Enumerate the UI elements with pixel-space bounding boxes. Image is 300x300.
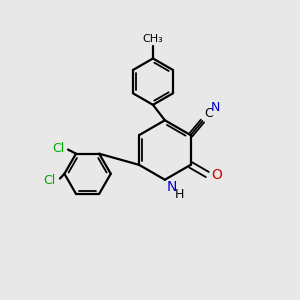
Text: H: H [175,188,184,201]
Text: CH₃: CH₃ [142,34,163,44]
Text: O: O [211,167,222,182]
Text: C: C [204,106,213,119]
Text: N: N [167,180,177,194]
Text: Cl: Cl [52,142,64,155]
Text: Cl: Cl [43,174,56,187]
Text: N: N [211,101,220,114]
